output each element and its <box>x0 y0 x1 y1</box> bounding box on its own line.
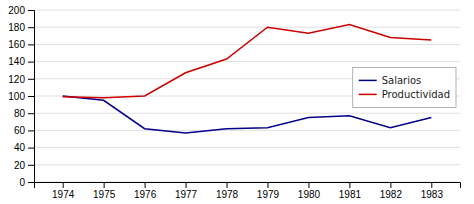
x-tick-label: 1983 <box>421 189 444 200</box>
y-tick: 160 <box>8 39 34 50</box>
y-tick-label: 0 <box>19 177 25 188</box>
y-tick-label: 100 <box>8 91 25 102</box>
legend-label: Salarios <box>382 75 422 86</box>
x-tick-mark <box>186 182 187 188</box>
y-tick-label: 20 <box>14 160 26 171</box>
y-tick: 180 <box>8 22 34 33</box>
x-tick-label: 1976 <box>134 189 157 200</box>
y-tick-label: 120 <box>8 74 25 85</box>
x-tick-mark <box>227 182 228 188</box>
legend-frame <box>353 67 456 107</box>
x-tick-mark <box>63 182 64 188</box>
x-tick-label: 1981 <box>339 189 362 200</box>
x-tick: 1974 <box>52 182 75 200</box>
y-tick-label: 80 <box>14 108 26 119</box>
x-tick-label: 1975 <box>93 189 116 200</box>
y-axis-line <box>28 11 35 183</box>
y-tick-label: 40 <box>14 142 26 153</box>
y-tick: 200 <box>8 5 34 16</box>
y-tick-mark <box>28 44 34 45</box>
y-tick: 60 <box>14 125 34 136</box>
y-tick: 100 <box>8 91 34 102</box>
grid-line <box>34 130 460 131</box>
y-tick-mark <box>28 130 34 131</box>
x-tick: 1976 <box>134 182 157 200</box>
y-tick: 0 <box>19 177 34 188</box>
y-tick-mark <box>28 27 34 28</box>
y-tick-mark <box>28 113 34 114</box>
legend: Salarios Productividad <box>353 67 456 107</box>
grid-line <box>34 113 460 114</box>
x-axis: 1974 1975 1976 1977 1978 1979 1980 1981 1982 1983 <box>35 182 461 200</box>
grid-line <box>34 147 460 148</box>
grid <box>34 10 460 182</box>
y-tick-label: 60 <box>14 125 26 136</box>
x-tick-mark <box>390 182 391 188</box>
y-tick-label: 160 <box>8 39 25 50</box>
x-tick-label: 1982 <box>380 189 403 200</box>
y-tick-mark <box>28 79 34 80</box>
legend-item: Productividad <box>359 89 450 100</box>
x-tick-mark <box>145 182 146 188</box>
x-tick-label: 1979 <box>257 189 280 200</box>
x-tick: 1977 <box>175 182 198 200</box>
x-tick-label: 1974 <box>52 189 75 200</box>
grid-line <box>34 10 460 11</box>
y-tick-label: 200 <box>8 5 25 16</box>
legend-swatch <box>359 94 377 96</box>
y-tick-label: 140 <box>8 56 25 67</box>
x-tick: 1981 <box>339 182 362 200</box>
y-tick-mark <box>28 148 34 149</box>
grid-line <box>34 27 460 28</box>
x-tick: 1983 <box>421 182 444 200</box>
y-tick: 140 <box>8 56 34 67</box>
grid-line <box>34 61 460 62</box>
x-tick-mark <box>349 182 350 188</box>
y-tick: 20 <box>14 160 34 171</box>
x-tick-mark <box>267 182 268 188</box>
chart: 1974 1975 1976 1977 1978 1979 1980 1981 1982 1983… <box>0 0 474 204</box>
x-tick: 1978 <box>216 182 239 200</box>
legend-swatch <box>359 80 377 82</box>
legend-item: Salarios <box>359 75 422 86</box>
legend-label: Productividad <box>382 89 450 100</box>
x-tick-mark <box>431 182 432 188</box>
x-tick-mark <box>308 182 309 188</box>
y-tick: 80 <box>14 108 34 119</box>
y-tick-mark <box>28 10 34 11</box>
x-tick: 1975 <box>93 182 116 200</box>
x-tick-label: 1978 <box>216 189 239 200</box>
x-tick-mark <box>104 182 105 188</box>
x-tick: 1982 <box>380 182 403 200</box>
x-tick-label: 1980 <box>298 189 321 200</box>
grid-line <box>34 164 460 165</box>
x-axis-line <box>35 183 461 189</box>
y-tick-mark <box>28 165 34 166</box>
y-tick: 120 <box>8 74 34 85</box>
x-tick: 1980 <box>298 182 321 200</box>
x-tick: 1979 <box>257 182 280 200</box>
plot: 1974 1975 1976 1977 1978 1979 1980 1981 1982 1983… <box>8 5 460 200</box>
y-tick-mark <box>28 96 34 97</box>
y-tick-mark <box>28 182 34 183</box>
x-tick-label: 1977 <box>175 189 198 200</box>
y-tick-mark <box>28 62 34 63</box>
y-tick: 40 <box>14 142 34 153</box>
y-axis: 0 20 40 60 80 100 120 140 160 180 200 <box>8 5 34 188</box>
y-tick-label: 180 <box>8 22 25 33</box>
